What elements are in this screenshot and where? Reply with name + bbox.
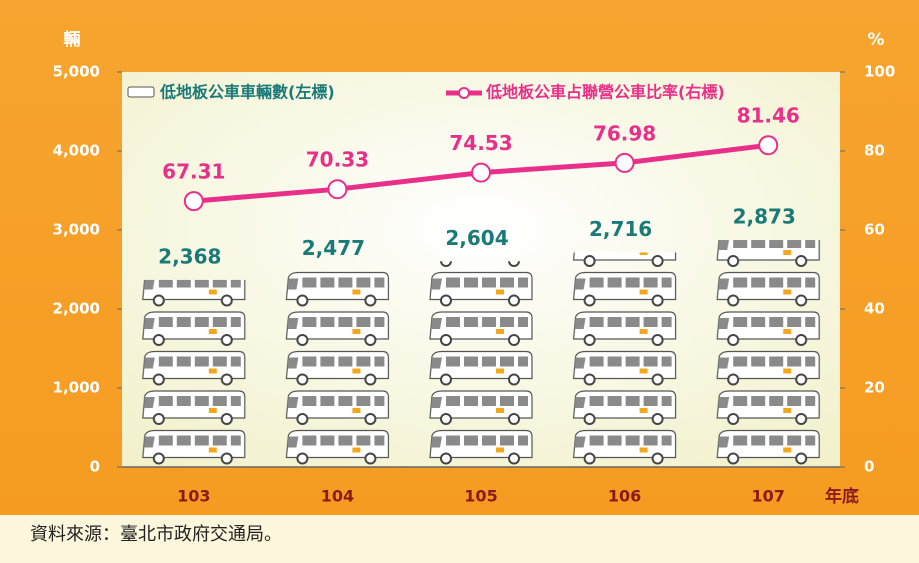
y-axis-label: 輛 bbox=[64, 29, 81, 50]
legend-label: 低地板公車占聯營公車比率(右標) bbox=[485, 83, 725, 102]
y2-tick-label: 0 bbox=[864, 458, 874, 476]
y-tick-label: 4,000 bbox=[53, 142, 100, 160]
bar bbox=[284, 271, 391, 467]
legend-bar-icon bbox=[127, 86, 155, 98]
bar bbox=[715, 240, 822, 467]
bar-value-label: 2,716 bbox=[589, 217, 652, 241]
y-tick-label: 3,000 bbox=[53, 221, 100, 239]
line-value-label: 76.98 bbox=[593, 121, 656, 145]
footer-band bbox=[0, 515, 919, 563]
y2-tick-label: 40 bbox=[864, 300, 885, 318]
x-axis-label: 年底 bbox=[825, 486, 859, 507]
bar-value-label: 2,604 bbox=[445, 226, 508, 250]
x-tick-label: 105 bbox=[464, 487, 497, 506]
x-tick-label: 104 bbox=[321, 487, 354, 506]
legend-marker bbox=[458, 87, 470, 99]
y2-tick-label: 100 bbox=[864, 63, 895, 81]
y2-tick-label: 80 bbox=[864, 142, 885, 160]
y2-tick-label: 60 bbox=[864, 221, 885, 239]
source-note: 資料來源：臺北市政府交通局。 bbox=[30, 524, 282, 545]
y-tick-label: 2,000 bbox=[53, 300, 100, 318]
x-tick-label: 103 bbox=[177, 487, 210, 506]
line-marker bbox=[183, 191, 204, 212]
line-value-label: 81.46 bbox=[737, 104, 800, 128]
legend-label: 低地板公車車輛數(左標) bbox=[159, 83, 335, 102]
line-value-label: 67.31 bbox=[162, 160, 225, 184]
x-tick-label: 107 bbox=[751, 487, 784, 506]
y-tick-label: 5,000 bbox=[53, 63, 100, 81]
line-marker bbox=[758, 135, 779, 156]
bar-value-label: 2,873 bbox=[733, 205, 796, 229]
line-marker bbox=[614, 152, 635, 173]
legend: 低地板公車車輛數(左標) 低地板公車占聯營公車比率(右標) bbox=[127, 83, 725, 102]
y-tick-label: 1,000 bbox=[53, 379, 100, 397]
line-marker bbox=[471, 162, 491, 183]
bar bbox=[428, 261, 534, 467]
bar bbox=[140, 279, 247, 467]
line-value-label: 74.53 bbox=[449, 131, 512, 155]
bar-value-label: 2,368 bbox=[158, 244, 221, 268]
bar-value-label: 2,477 bbox=[302, 236, 365, 260]
line-value-label: 70.33 bbox=[306, 148, 369, 172]
y2-axis-label: % bbox=[867, 30, 884, 50]
y2-tick-label: 20 bbox=[864, 379, 885, 397]
x-tick-label: 106 bbox=[608, 487, 641, 506]
y-tick-label: 0 bbox=[90, 458, 100, 476]
bar bbox=[571, 252, 678, 467]
line-marker bbox=[327, 179, 348, 200]
